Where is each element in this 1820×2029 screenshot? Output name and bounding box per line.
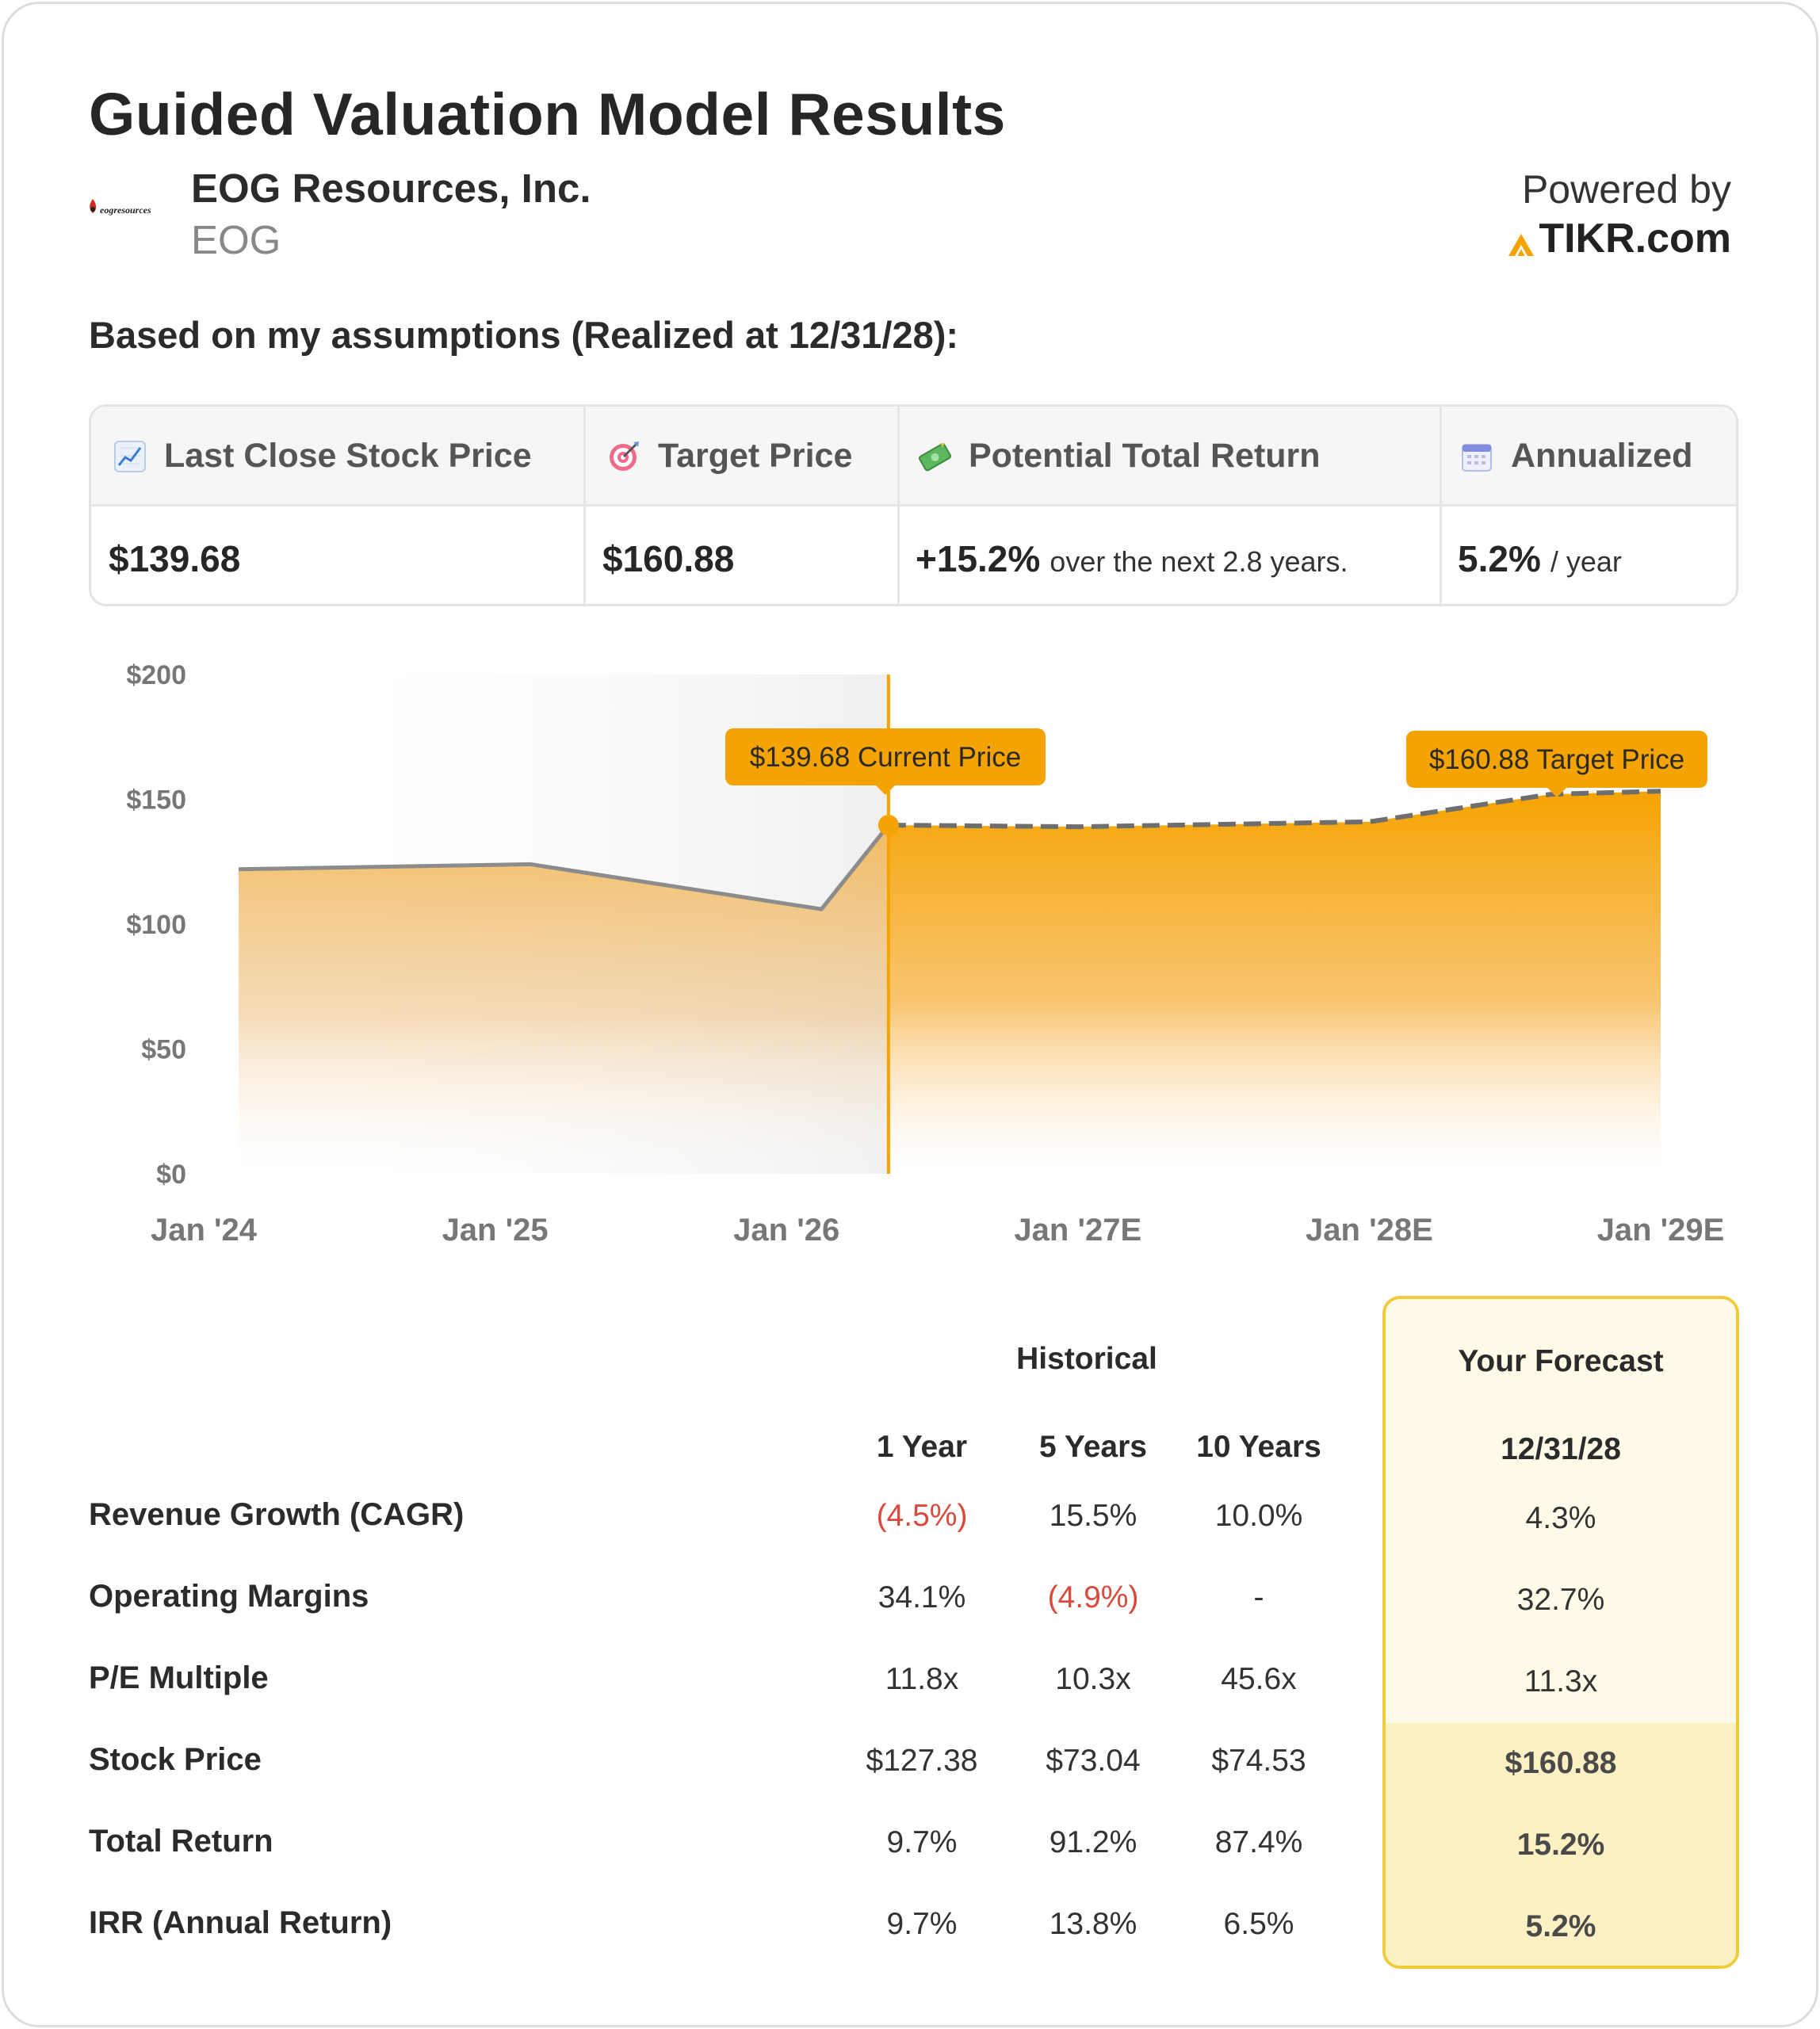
- column-header-1-year: 1 Year: [876, 1430, 968, 1464]
- target-price-label-pointer: [1547, 788, 1566, 797]
- company-logo-text: eogresources: [100, 204, 151, 216]
- column-header-forecast-date: 12/31/28: [1501, 1432, 1621, 1466]
- table-cell: 15.5%: [1049, 1499, 1138, 1533]
- metric-label: Potential Total Return: [969, 437, 1321, 475]
- metric-header-target: Target Price: [607, 437, 852, 476]
- forecast-highlight: [1386, 1723, 1736, 1966]
- table-cell: 9.7%: [886, 1825, 958, 1859]
- historical-area: [239, 825, 889, 1174]
- metric-header-annualized: Annualized: [1460, 437, 1692, 476]
- y-tick-label: $50: [141, 1035, 186, 1065]
- metric-suffix: over the next 2.8 years.: [1050, 545, 1348, 578]
- current-price-label-pointer: [876, 785, 895, 795]
- forecast-cell: 15.2%: [1516, 1828, 1605, 1862]
- forecast-cell: 4.3%: [1525, 1501, 1596, 1535]
- historical-group-header: Historical: [1016, 1342, 1157, 1376]
- metric-value-last-close: $139.68: [109, 537, 240, 580]
- metric-value-total-return: +15.2% over the next 2.8 years.: [916, 537, 1348, 580]
- forecast-cell: 5.2%: [1525, 1909, 1596, 1943]
- metric-value: +15.2%: [916, 538, 1041, 579]
- table-cell: 9.7%: [886, 1907, 958, 1941]
- historical-price-line: [239, 823, 890, 911]
- table-cell: 87.4%: [1214, 1825, 1303, 1859]
- metric-label: Last Close Stock Price: [164, 437, 532, 475]
- table-cell: (4.9%): [1047, 1580, 1139, 1614]
- assumptions-heading: Based on my assumptions (Realized at 12/…: [89, 314, 959, 356]
- forecast-cell: 32.7%: [1516, 1583, 1605, 1617]
- x-tick-label: Jan '29E: [1597, 1213, 1725, 1248]
- forecast-column-box: [1382, 1296, 1739, 1969]
- current-price-label-bubble: [725, 728, 1046, 785]
- company-name: EOG Resources, Inc.: [191, 166, 591, 211]
- target-icon: [610, 441, 639, 471]
- metric-header-last-close: Last Close Stock Price: [113, 437, 532, 476]
- tikr-brand-link[interactable]: TIKR.com: [1539, 216, 1731, 262]
- x-tick-label: Jan '27E: [1014, 1213, 1141, 1248]
- metric-value-target: $160.88: [602, 537, 734, 580]
- table-cell: 13.8%: [1049, 1907, 1138, 1941]
- metric-value: $160.88: [602, 538, 735, 579]
- metric-header-total-return: Potential Total Return: [918, 437, 1321, 476]
- row-label: P/E Multiple: [89, 1660, 269, 1695]
- target-price-label: $160.88 Target Price: [1429, 744, 1684, 775]
- row-label: IRR (Annual Return): [89, 1905, 392, 1940]
- money-icon: [919, 442, 951, 471]
- calendar-icon: [1462, 443, 1492, 472]
- table-cell: 6.5%: [1223, 1907, 1294, 1941]
- column-header-10-years: 10 Years: [1196, 1430, 1321, 1464]
- forecast-cell: $160.88: [1505, 1746, 1617, 1780]
- x-tick-label: Jan '26: [733, 1213, 839, 1248]
- target-price-label-bubble: [1406, 731, 1707, 788]
- table-cell: 34.1%: [878, 1580, 966, 1614]
- table-cell: $73.04: [1046, 1744, 1141, 1778]
- metric-value-annualized: 5.2% / year: [1458, 537, 1622, 580]
- y-tick-label: $150: [126, 785, 186, 816]
- column-header-5-years: 5 Years: [1039, 1430, 1147, 1464]
- current-price-label: $139.68 Current Price: [750, 742, 1021, 773]
- y-tick-label: $100: [126, 910, 186, 940]
- row-label: Operating Margins: [89, 1579, 369, 1614]
- table-cell: 11.8x: [885, 1662, 959, 1696]
- table-cell: (4.5%): [876, 1499, 968, 1533]
- row-label: Stock Price: [89, 1742, 262, 1777]
- table-cell: 45.6x: [1221, 1662, 1297, 1696]
- table-cell: $127.38: [866, 1744, 978, 1778]
- chart-up-icon: [114, 440, 146, 472]
- x-tick-label: Jan '28E: [1306, 1213, 1433, 1248]
- y-tick-label: $0: [156, 1160, 186, 1190]
- y-tick-label: $200: [126, 660, 186, 690]
- metrics-divider: [583, 407, 586, 604]
- price-chart: $0 $50 $100 $150 $200 Jan '24 Jan '25 Jan '26 Ja…: [126, 660, 1725, 1248]
- forecast-group-header: Your Forecast: [1458, 1344, 1664, 1378]
- metric-label: Target Price: [658, 437, 853, 475]
- forecast-price-line: [888, 789, 1661, 830]
- table-cell: 10.3x: [1055, 1662, 1131, 1696]
- table-cell: 10.0%: [1214, 1499, 1303, 1533]
- table-cell: 91.2%: [1049, 1825, 1138, 1859]
- table-cell: -: [1253, 1580, 1264, 1614]
- metric-value: $139.68: [109, 538, 241, 579]
- metric-value: 5.2%: [1458, 538, 1541, 579]
- page-title: Guided Valuation Model Results: [89, 81, 1006, 147]
- metrics-summary: Last Close Stock Price Target Price P: [89, 404, 1738, 606]
- table-cell: $74.53: [1211, 1744, 1306, 1778]
- tikr-logo-icon: [1508, 234, 1534, 256]
- x-tick-label: Jan '25: [442, 1213, 549, 1248]
- forecast-cell: 11.3x: [1524, 1664, 1598, 1698]
- metrics-divider: [897, 407, 900, 604]
- metric-label: Annualized: [1511, 437, 1693, 475]
- row-label: Revenue Growth (CAGR): [89, 1497, 465, 1532]
- metric-suffix: / year: [1550, 545, 1622, 578]
- company-logo-icon: [90, 199, 97, 213]
- row-label: Total Return: [89, 1824, 273, 1859]
- metrics-divider: [1440, 407, 1442, 604]
- company-ticker: EOG: [191, 217, 281, 262]
- current-price-point: [878, 815, 899, 836]
- x-tick-label: Jan '24: [151, 1213, 258, 1248]
- forecast-area: [888, 791, 1661, 1174]
- powered-by-label: Powered by: [1521, 167, 1731, 212]
